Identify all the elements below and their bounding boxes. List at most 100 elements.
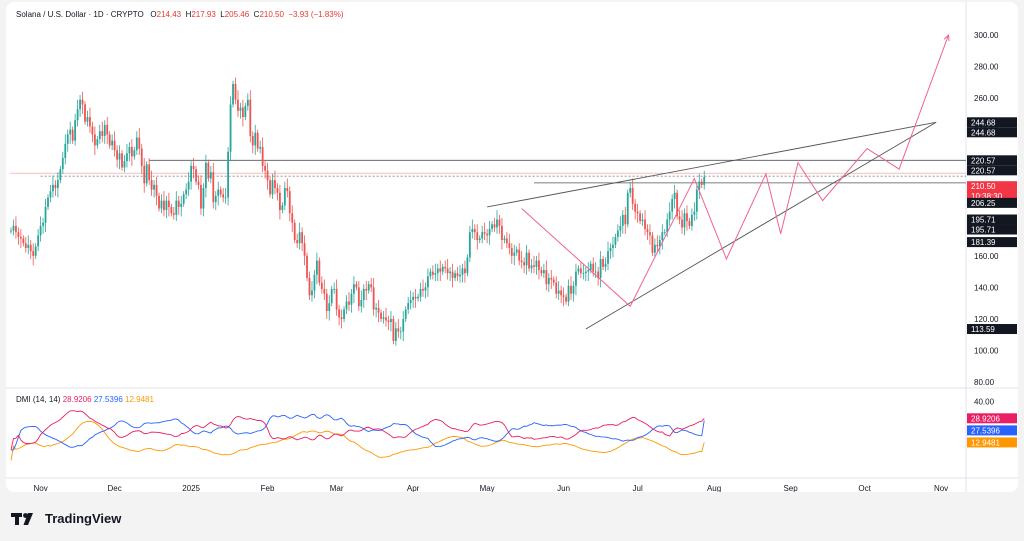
candle-body [573,286,575,294]
y-tick-label: 280.00 [974,63,999,72]
candle-body [217,190,219,196]
candle-body [35,246,37,255]
price-marker-label: 195.71 [971,226,996,235]
candle-body [30,245,32,251]
candle-body [119,153,121,159]
candle-body [563,295,565,297]
candle-body [360,300,362,306]
candle-body [254,133,256,146]
candle-body [304,243,306,256]
candle-body [486,234,488,236]
candle-body [504,238,506,240]
candle-body [55,185,57,188]
price-marker-label: 195.71 [971,216,996,225]
price-marker-label: 220.57 [971,156,996,165]
candle-body [262,147,264,166]
candle-body [346,302,348,310]
candle-body [491,224,493,229]
candle-body [674,193,676,199]
chart-canvas[interactable]: 300.00280.00260.00240.00220.00200.00180.… [6,2,1018,492]
candle-body [415,297,417,299]
candle-body [570,286,572,294]
candle-body [121,153,123,167]
price-marker-label: 206.25 [971,199,996,208]
candle-body [42,223,44,226]
candle-body [661,232,663,240]
candle-body [286,188,288,191]
candle-body [578,268,580,271]
candle-body [518,250,520,261]
candle-body [671,199,673,212]
candle-body [284,188,286,205]
candle-body [513,253,515,256]
candle-body [198,182,200,185]
candle-body [79,100,81,109]
candle-body [531,265,533,268]
candle-body [466,257,468,273]
candle-body [684,213,686,227]
candle-body [353,284,355,293]
chart-card: 300.00280.00260.00240.00220.00200.00180.… [6,2,1018,492]
candle-body [10,231,12,232]
candle-body [429,272,431,277]
candle-body [104,125,106,136]
close-value: 210.50 [259,10,283,19]
candle-body [57,180,59,188]
candle-body [222,194,224,197]
candle-body [316,261,318,275]
candle-body [528,253,530,269]
candle-body [536,261,538,267]
candle-body [126,153,128,161]
candle-body [296,240,298,243]
x-tick-label: Feb [261,484,275,492]
dmi-adx-value: 12.9481 [125,395,154,404]
tradingview-brand[interactable]: TradingView [11,511,121,526]
candle-body [106,125,108,134]
candle-body [281,205,283,210]
candle-body [622,215,624,226]
candle-body [148,164,150,180]
candle-body [385,317,387,320]
candle-body [203,188,205,209]
candle-body [59,169,61,180]
candle-body [476,232,478,240]
candle-body [141,149,143,166]
wedge-trendline [586,122,936,329]
x-tick-label: 2025 [182,484,200,492]
candle-body [323,289,325,294]
candle-body [220,190,222,195]
wedge-trendline [487,122,936,207]
candle-body [402,319,404,332]
price-marker-label: 113.59 [971,325,995,334]
candle-body [89,117,91,126]
candle-body [605,264,607,267]
x-tick-label: Jun [557,484,570,492]
candle-body [649,232,651,235]
candle-body [568,286,570,302]
symbol-title[interactable]: Solana / U.S. Dollar · 1D · CRYPTO [16,10,144,19]
candle-body [99,131,101,139]
candle-body [400,332,402,333]
candle-body [67,134,69,143]
candle-body [124,161,126,167]
price-marker-label: 181.39 [971,238,996,247]
candle-body [207,163,209,179]
candle-body [240,108,242,111]
candle-body [168,201,170,207]
candle-body [45,207,47,223]
price-marker-label: 220.57 [971,166,996,175]
dmi-label[interactable]: DMI (14, 14) [16,395,60,404]
candle-body [259,147,261,149]
candle-body [615,237,617,245]
candle-body [18,232,20,237]
candle-body [447,268,449,273]
candle-body [375,308,377,310]
candle-body [696,190,698,212]
x-tick-label: Mar [330,484,344,492]
candle-body [247,100,249,106]
candle-body [383,317,385,319]
candle-body [62,158,64,169]
dmi-legend: DMI (14, 14) 28.9206 27.5396 12.9481 [16,395,154,404]
y-tick-label: 80.00 [974,378,995,387]
